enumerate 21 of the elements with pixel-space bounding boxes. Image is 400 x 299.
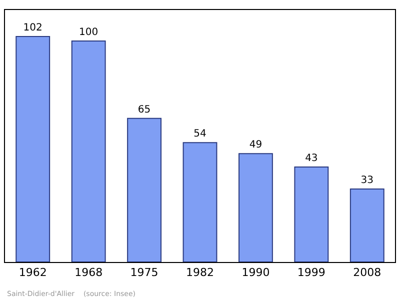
data-label: 54 [194,128,206,140]
bar [127,118,162,262]
data-label: 65 [138,104,151,116]
bar [294,166,329,262]
x-tick-label: 1975 [130,266,158,280]
x-tick-label: 1962 [18,266,47,280]
data-label: 102 [23,22,42,34]
data-label: 33 [360,175,374,186]
bar [238,153,273,262]
bar [16,36,50,262]
x-tick-label: 1990 [242,266,270,280]
x-tick-label: 1982 [186,266,214,280]
x-tick-label: 2008 [353,266,382,280]
bar [71,40,106,262]
data-label: 100 [79,26,98,38]
data-label: 43 [305,152,318,164]
x-tick-label: 1968 [74,266,103,280]
bar [182,142,218,262]
bar [350,188,384,262]
data-label: 49 [249,140,262,151]
x-tick-label: 1999 [297,266,326,280]
